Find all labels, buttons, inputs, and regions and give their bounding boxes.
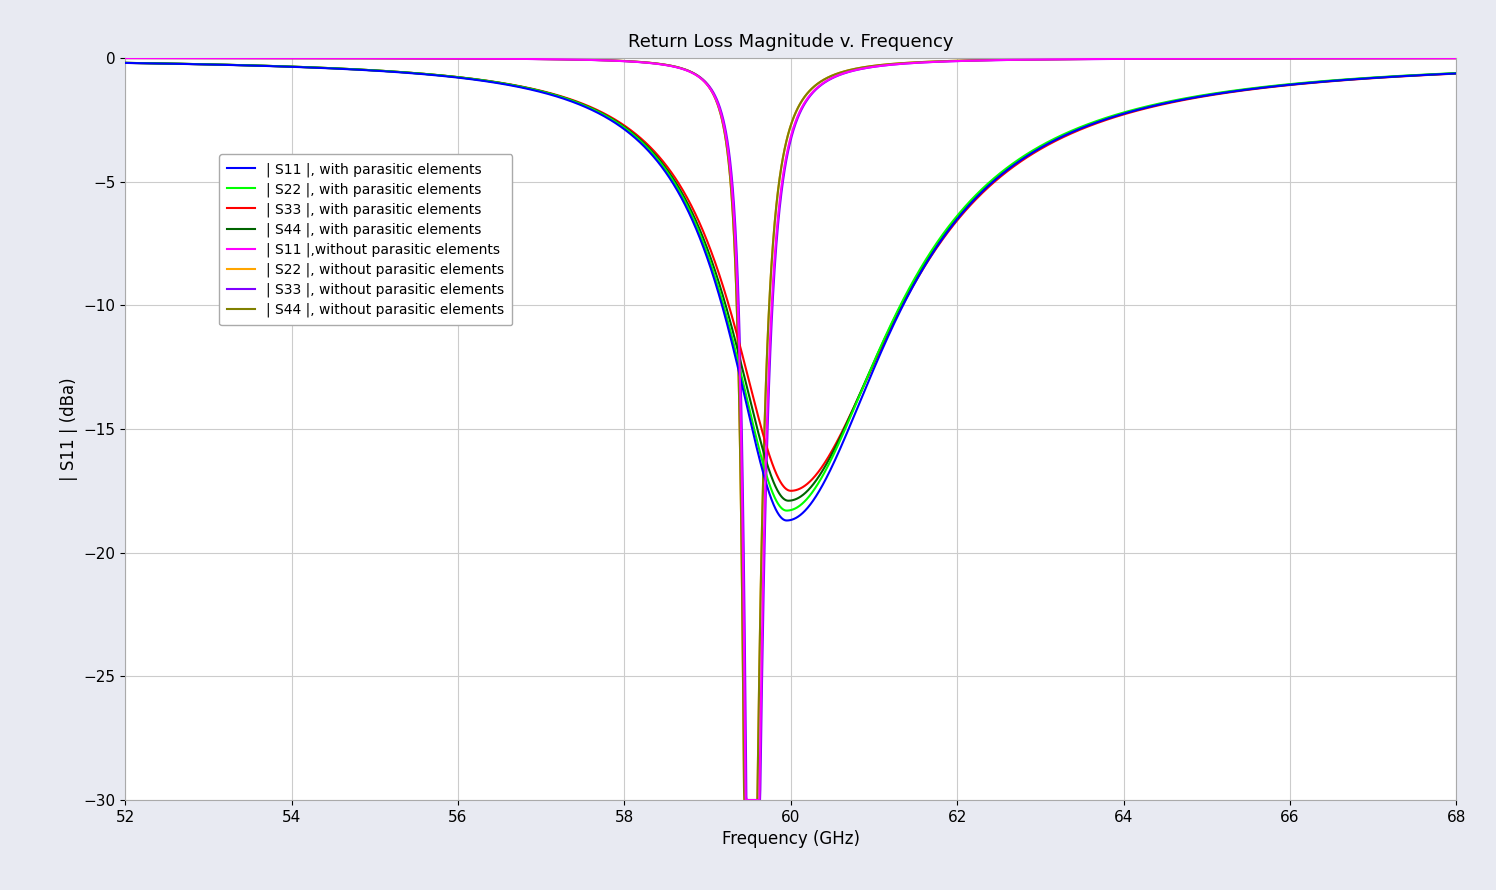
| S22 |, without parasitic elements — [749, 748, 767, 758]
| S33 |, without parasitic elements — [738, 795, 755, 805]
| S33 |, without parasitic elements — [687, 69, 705, 79]
| S33 |, with parasitic elements — [676, 188, 694, 198]
| S11 |,without parasitic elements — [749, 795, 767, 805]
X-axis label: Frequency (GHz): Frequency (GHz) — [721, 830, 860, 848]
| S22 |, with parasitic elements — [1340, 74, 1358, 85]
| S22 |, with parasitic elements — [1406, 69, 1424, 80]
| S11 |,without parasitic elements — [736, 795, 754, 805]
| S44 |, with parasitic elements — [748, 425, 766, 436]
| S22 |, without parasitic elements — [1083, 53, 1101, 64]
Line: | S11 |, with parasitic elements: | S11 |, with parasitic elements — [126, 63, 1456, 521]
| S44 |, without parasitic elements — [676, 64, 694, 75]
| S22 |, without parasitic elements — [1406, 53, 1424, 63]
| S33 |, without parasitic elements — [749, 795, 767, 805]
| S22 |, without parasitic elements — [736, 795, 754, 805]
| S11 |, with parasitic elements — [1340, 74, 1358, 85]
Legend: | S11 |, with parasitic elements, | S22 |, with parasitic elements, | S33 |, wit: | S11 |, with parasitic elements, | S22 … — [218, 154, 513, 326]
| S44 |, with parasitic elements — [117, 58, 135, 69]
| S22 |, without parasitic elements — [117, 53, 135, 63]
| S22 |, without parasitic elements — [687, 69, 705, 79]
| S44 |, with parasitic elements — [676, 192, 694, 203]
Line: | S44 |, without parasitic elements: | S44 |, without parasitic elements — [126, 58, 1456, 800]
| S33 |, without parasitic elements — [1406, 53, 1424, 63]
| S22 |, with parasitic elements — [778, 506, 796, 516]
| S11 |, with parasitic elements — [778, 515, 796, 526]
| S44 |, without parasitic elements — [1406, 53, 1424, 63]
| S33 |, with parasitic elements — [748, 409, 766, 420]
Line: | S22 |, without parasitic elements: | S22 |, without parasitic elements — [126, 58, 1456, 800]
| S33 |, without parasitic elements — [117, 53, 135, 63]
| S11 |,without parasitic elements — [117, 53, 135, 63]
| S11 |,without parasitic elements — [1340, 53, 1358, 63]
| S11 |, with parasitic elements — [748, 447, 766, 457]
| S33 |, with parasitic elements — [1340, 75, 1358, 85]
| S11 |,without parasitic elements — [1083, 53, 1101, 64]
| S33 |, with parasitic elements — [1406, 70, 1424, 81]
| S11 |,without parasitic elements — [676, 64, 694, 75]
| S44 |, with parasitic elements — [1083, 118, 1101, 129]
| S11 |,without parasitic elements — [687, 69, 705, 80]
| S44 |, without parasitic elements — [736, 795, 754, 805]
| S11 |,without parasitic elements — [1447, 53, 1465, 63]
| S33 |, with parasitic elements — [1083, 119, 1101, 130]
| S44 |, without parasitic elements — [1447, 53, 1465, 63]
Line: | S22 |, with parasitic elements: | S22 |, with parasitic elements — [126, 63, 1456, 511]
| S33 |, without parasitic elements — [1340, 53, 1358, 63]
| S22 |, with parasitic elements — [1447, 68, 1465, 78]
| S11 |, with parasitic elements — [1447, 69, 1465, 79]
| S22 |, with parasitic elements — [117, 58, 135, 69]
Line: | S33 |, without parasitic elements: | S33 |, without parasitic elements — [126, 58, 1456, 800]
| S44 |, without parasitic elements — [117, 53, 135, 63]
| S22 |, without parasitic elements — [1447, 53, 1465, 63]
| S11 |, with parasitic elements — [1083, 118, 1101, 129]
| S22 |, without parasitic elements — [676, 64, 694, 75]
| S11 |, with parasitic elements — [687, 222, 705, 232]
Title: Return Loss Magnitude v. Frequency: Return Loss Magnitude v. Frequency — [628, 33, 953, 51]
| S33 |, without parasitic elements — [1447, 53, 1465, 63]
| S44 |, without parasitic elements — [1083, 53, 1101, 64]
| S22 |, with parasitic elements — [1083, 117, 1101, 128]
Y-axis label: | S11 | (dBa): | S11 | (dBa) — [60, 377, 78, 481]
Line: | S33 |, with parasitic elements: | S33 |, with parasitic elements — [126, 63, 1456, 490]
| S22 |, with parasitic elements — [748, 438, 766, 449]
| S44 |, without parasitic elements — [749, 748, 767, 758]
| S33 |, with parasitic elements — [687, 208, 705, 219]
| S33 |, with parasitic elements — [782, 485, 800, 496]
| S44 |, without parasitic elements — [1340, 53, 1358, 63]
| S33 |, without parasitic elements — [1083, 53, 1101, 64]
| S22 |, without parasitic elements — [1340, 53, 1358, 63]
| S44 |, with parasitic elements — [687, 214, 705, 224]
| S44 |, with parasitic elements — [1406, 70, 1424, 81]
| S44 |, with parasitic elements — [1340, 74, 1358, 85]
| S11 |, with parasitic elements — [1406, 70, 1424, 81]
| S22 |, with parasitic elements — [676, 195, 694, 206]
| S44 |, without parasitic elements — [687, 69, 705, 79]
| S33 |, with parasitic elements — [1447, 69, 1465, 79]
| S33 |, with parasitic elements — [117, 58, 135, 69]
| S11 |, with parasitic elements — [676, 198, 694, 209]
| S33 |, without parasitic elements — [676, 64, 694, 75]
| S44 |, with parasitic elements — [1447, 68, 1465, 78]
| S11 |,without parasitic elements — [1406, 53, 1424, 63]
Line: | S44 |, with parasitic elements: | S44 |, with parasitic elements — [126, 63, 1456, 501]
| S44 |, with parasitic elements — [779, 496, 797, 506]
| S22 |, with parasitic elements — [687, 217, 705, 228]
Line: | S11 |,without parasitic elements: | S11 |,without parasitic elements — [126, 58, 1456, 800]
| S11 |, with parasitic elements — [117, 58, 135, 69]
